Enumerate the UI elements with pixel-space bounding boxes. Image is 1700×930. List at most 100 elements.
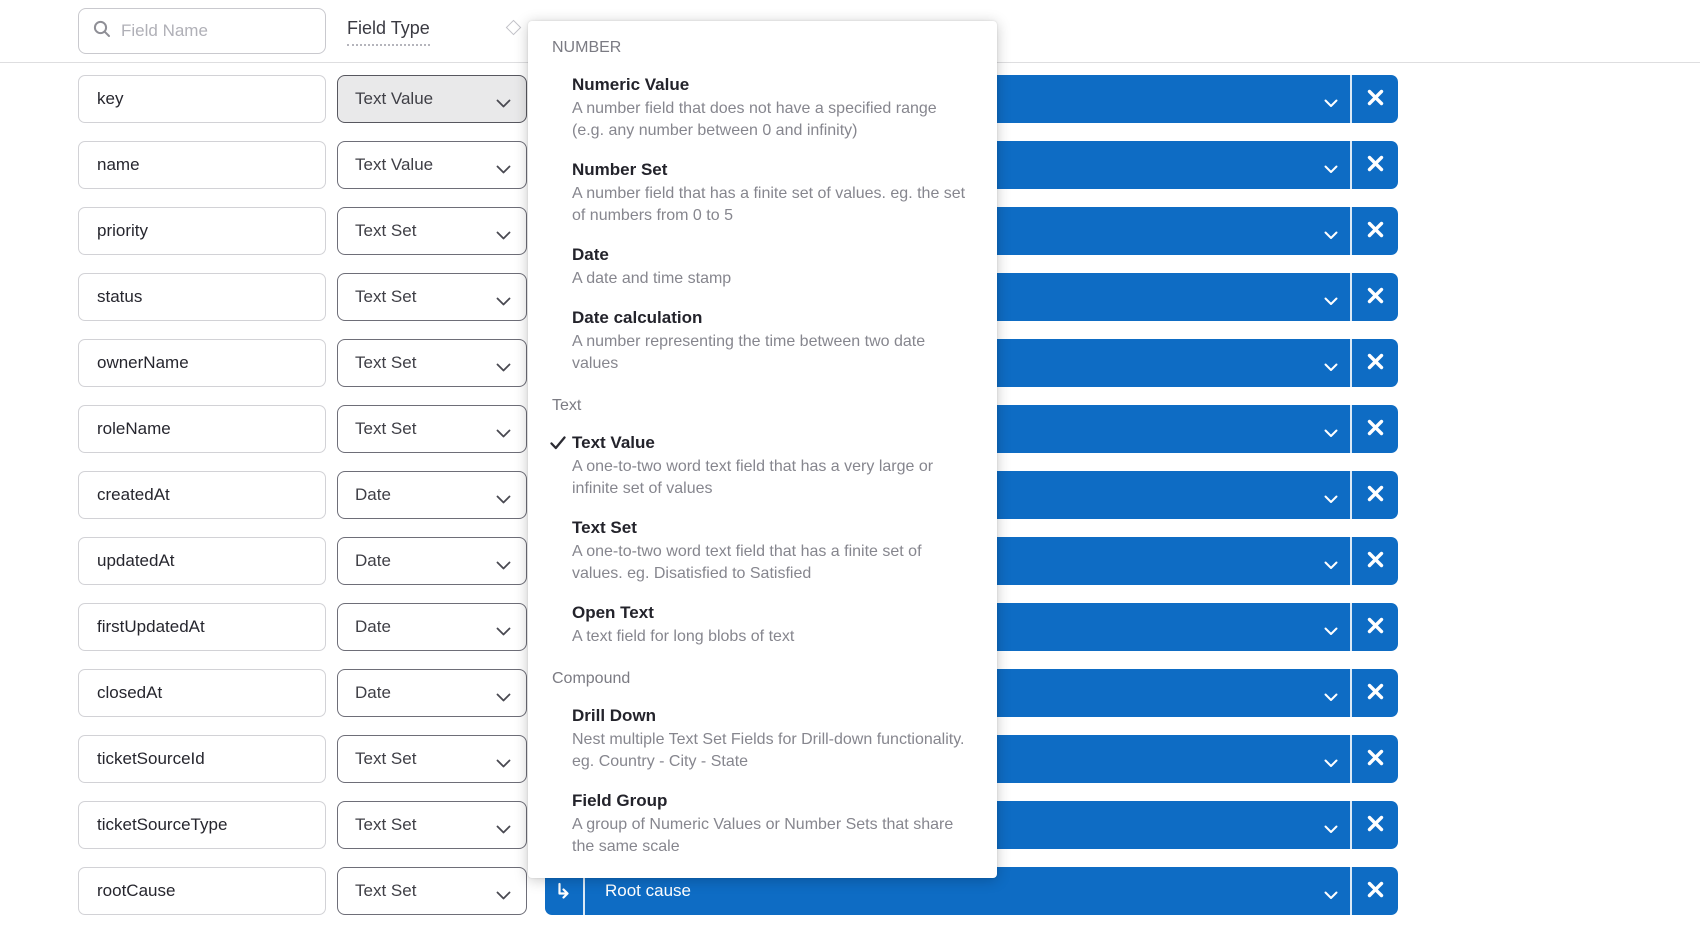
remove-mapping-button[interactable] bbox=[1352, 405, 1398, 453]
chevron-down-icon[interactable] bbox=[1324, 293, 1338, 311]
field-type-option-title: Drill Down bbox=[572, 706, 657, 725]
field-type-option[interactable]: Text Set A one-to-two word text field th… bbox=[572, 518, 973, 585]
field-name-input[interactable] bbox=[79, 551, 299, 571]
field-name-input-box bbox=[78, 801, 326, 849]
remove-mapping-button[interactable] bbox=[1352, 603, 1398, 651]
remove-mapping-button[interactable] bbox=[1352, 339, 1398, 387]
remove-mapping-button[interactable] bbox=[1352, 669, 1398, 717]
chevron-down-icon bbox=[496, 228, 511, 243]
chevron-down-icon[interactable] bbox=[1324, 359, 1338, 377]
field-name-search-input[interactable] bbox=[121, 21, 301, 41]
field-type-option[interactable]: Drill Down Nest multiple Text Set Fields… bbox=[572, 706, 973, 773]
chevron-down-icon[interactable] bbox=[1324, 887, 1338, 905]
field-type-menu: NUMBER Numeric Value A number field that… bbox=[528, 21, 997, 878]
close-icon bbox=[1366, 220, 1385, 242]
field-type-option[interactable]: Date calculation A number representing t… bbox=[572, 308, 973, 375]
field-type-select-value: Text Set bbox=[355, 221, 417, 240]
field-name-input[interactable] bbox=[79, 881, 299, 901]
field-type-option[interactable]: Number Set A number field that has a fin… bbox=[572, 160, 973, 227]
field-type-option[interactable]: Open Text A text field for long blobs of… bbox=[572, 603, 973, 648]
field-type-option-description: Nest multiple Text Set Fields for Drill-… bbox=[572, 731, 965, 770]
field-name-input[interactable] bbox=[79, 89, 299, 109]
field-name-input[interactable] bbox=[79, 749, 299, 769]
chevron-down-icon[interactable] bbox=[1324, 755, 1338, 773]
field-type-option-description: A group of Numeric Values or Number Sets… bbox=[572, 816, 954, 855]
chevron-down-icon[interactable] bbox=[1324, 95, 1338, 113]
field-type-select[interactable]: Text Set bbox=[337, 801, 527, 849]
field-type-select-value: Text Set bbox=[355, 287, 417, 306]
close-icon bbox=[1366, 418, 1385, 440]
bar-divider bbox=[1350, 405, 1352, 453]
field-type-select[interactable]: Text Set bbox=[337, 405, 527, 453]
field-name-input[interactable] bbox=[79, 155, 299, 175]
field-type-select-value: Text Set bbox=[355, 881, 417, 900]
remove-mapping-button[interactable] bbox=[1352, 207, 1398, 255]
field-type-select[interactable]: Date bbox=[337, 669, 527, 717]
field-type-option[interactable]: Field Group A group of Numeric Values or… bbox=[572, 791, 973, 858]
field-type-option-description: A number field that does not have a spec… bbox=[572, 100, 937, 139]
field-type-select-value: Date bbox=[355, 683, 391, 702]
field-name-search[interactable] bbox=[78, 8, 326, 54]
mapped-field-label: Root cause bbox=[605, 881, 691, 900]
field-type-select[interactable]: Date bbox=[337, 603, 527, 651]
search-icon bbox=[93, 20, 111, 43]
field-type-option[interactable]: Text Value A one-to-two word text field … bbox=[550, 433, 973, 500]
checkmark-icon bbox=[550, 436, 566, 455]
chevron-down-icon bbox=[496, 492, 511, 507]
field-name-input-box bbox=[78, 471, 326, 519]
remove-mapping-button[interactable] bbox=[1352, 471, 1398, 519]
close-icon bbox=[1366, 682, 1385, 704]
remove-mapping-button[interactable] bbox=[1352, 75, 1398, 123]
field-name-input-box bbox=[78, 603, 326, 651]
field-type-option-title: Text Set bbox=[572, 518, 637, 537]
field-name-input[interactable] bbox=[79, 221, 299, 241]
field-name-input-box bbox=[78, 207, 326, 255]
field-type-select[interactable]: Text Set bbox=[337, 207, 527, 255]
chevron-down-icon[interactable] bbox=[1324, 557, 1338, 575]
bar-divider bbox=[1350, 669, 1352, 717]
chevron-down-icon[interactable] bbox=[1324, 821, 1338, 839]
field-name-input-box bbox=[78, 75, 326, 123]
field-name-input[interactable] bbox=[79, 485, 299, 505]
chevron-down-icon bbox=[496, 888, 511, 903]
field-type-option[interactable]: Date A date and time stamp bbox=[572, 245, 973, 290]
field-type-select[interactable]: Date bbox=[337, 537, 527, 585]
field-type-select[interactable]: Text Set bbox=[337, 867, 527, 915]
field-name-input[interactable] bbox=[79, 287, 299, 307]
field-name-input[interactable] bbox=[79, 617, 299, 637]
field-type-select-value: Date bbox=[355, 485, 391, 504]
bar-divider bbox=[1350, 273, 1352, 321]
field-name-input[interactable] bbox=[79, 353, 299, 373]
field-type-select[interactable]: Text Value bbox=[337, 141, 527, 189]
field-type-select[interactable]: Text Value bbox=[337, 75, 527, 123]
field-type-select[interactable]: Text Set bbox=[337, 735, 527, 783]
field-type-option[interactable]: Numeric Value A number field that does n… bbox=[572, 75, 973, 142]
field-type-option-description: A date and time stamp bbox=[572, 270, 732, 287]
field-name-input[interactable] bbox=[79, 419, 299, 439]
sort-diamond-icon bbox=[505, 19, 522, 36]
field-type-select[interactable]: Text Set bbox=[337, 339, 527, 387]
field-type-select-value: Date bbox=[355, 551, 391, 570]
remove-mapping-button[interactable] bbox=[1352, 867, 1398, 915]
remove-mapping-button[interactable] bbox=[1352, 141, 1398, 189]
bar-divider bbox=[1350, 537, 1352, 585]
remove-mapping-button[interactable] bbox=[1352, 537, 1398, 585]
field-type-select[interactable]: Text Set bbox=[337, 273, 527, 321]
menu-section-items: Drill Down Nest multiple Text Set Fields… bbox=[552, 706, 973, 858]
remove-mapping-button[interactable] bbox=[1352, 273, 1398, 321]
chevron-down-icon[interactable] bbox=[1324, 425, 1338, 443]
chevron-down-icon[interactable] bbox=[1324, 491, 1338, 509]
field-name-input[interactable] bbox=[79, 815, 299, 835]
field-type-option-description: A number representing the time between t… bbox=[572, 333, 926, 372]
field-type-select[interactable]: Date bbox=[337, 471, 527, 519]
chevron-down-icon[interactable] bbox=[1324, 689, 1338, 707]
field-type-select-value: Text Set bbox=[355, 815, 417, 834]
field-type-column-label[interactable]: Field Type bbox=[347, 18, 430, 46]
remove-mapping-button[interactable] bbox=[1352, 735, 1398, 783]
field-type-select-value: Text Set bbox=[355, 353, 417, 372]
chevron-down-icon[interactable] bbox=[1324, 227, 1338, 245]
field-name-input[interactable] bbox=[79, 683, 299, 703]
chevron-down-icon[interactable] bbox=[1324, 623, 1338, 641]
chevron-down-icon[interactable] bbox=[1324, 161, 1338, 179]
remove-mapping-button[interactable] bbox=[1352, 801, 1398, 849]
